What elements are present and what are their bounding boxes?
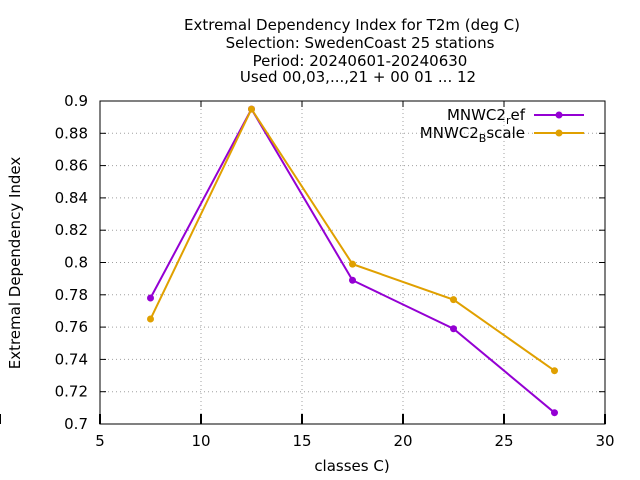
- y-tick-label: 0.88: [55, 124, 88, 142]
- data-point: [349, 276, 356, 284]
- title-line-1: Extremal Dependency Index for T2m (deg C…: [184, 16, 520, 34]
- y-tick-label: 0.9: [64, 92, 88, 110]
- series-2: [147, 105, 558, 375]
- x-tick-label: 5: [95, 432, 105, 450]
- x-tick-label: 30: [595, 432, 614, 450]
- y-tick-label: 0.74: [55, 350, 88, 368]
- chart-title: Extremal Dependency Index for T2m (deg C…: [184, 16, 520, 86]
- y-tick-label: 0.82: [55, 221, 88, 239]
- data-point: [147, 315, 154, 323]
- data-point: [551, 367, 558, 375]
- data-point: [450, 296, 457, 304]
- data-point: [551, 409, 558, 417]
- legend-label: MNWC2ref: [447, 106, 526, 127]
- title-line-4: Used 00,03,...,21 + 00 01 ... 12: [240, 68, 476, 86]
- data-point: [349, 260, 356, 268]
- x-axis-label: classes C): [314, 457, 389, 475]
- title-line-2: Selection: SwedenCoast 25 stations: [226, 34, 495, 52]
- data-point: [147, 294, 154, 302]
- y-tick-label: 0.8: [64, 254, 88, 272]
- y-tick-label: 0.7: [64, 415, 88, 433]
- y-tick-label: 0.78: [55, 286, 88, 304]
- legend-swatch-point: [555, 129, 563, 137]
- y-tick-label: 0.72: [55, 383, 88, 401]
- y-axis-label: Extremal Dependency Index: [6, 157, 24, 370]
- series-lines: [147, 105, 558, 417]
- data-point: [450, 325, 457, 333]
- x-tick-label: 10: [191, 432, 210, 450]
- series-line: [149, 107, 556, 372]
- x-tick-label: 25: [494, 432, 513, 450]
- y-tick-label: 0.76: [55, 318, 88, 336]
- axis-ticks: 5 10 15 20 25 30 0.7 0.72 0.74 0.76 0.78 0.8 0.82 0.8…: [0, 92, 615, 450]
- title-line-3: Period: 20240601-20240630: [253, 52, 468, 70]
- y-tick-label: 0.86: [55, 157, 88, 175]
- legend-label: MNWC2Bscale: [420, 124, 525, 145]
- x-tick-label: 20: [393, 432, 412, 450]
- data-point: [248, 105, 255, 113]
- y-tick-label: 0.84: [55, 189, 88, 207]
- legend-swatch-point: [555, 111, 563, 119]
- x-tick-label: 15: [292, 432, 311, 450]
